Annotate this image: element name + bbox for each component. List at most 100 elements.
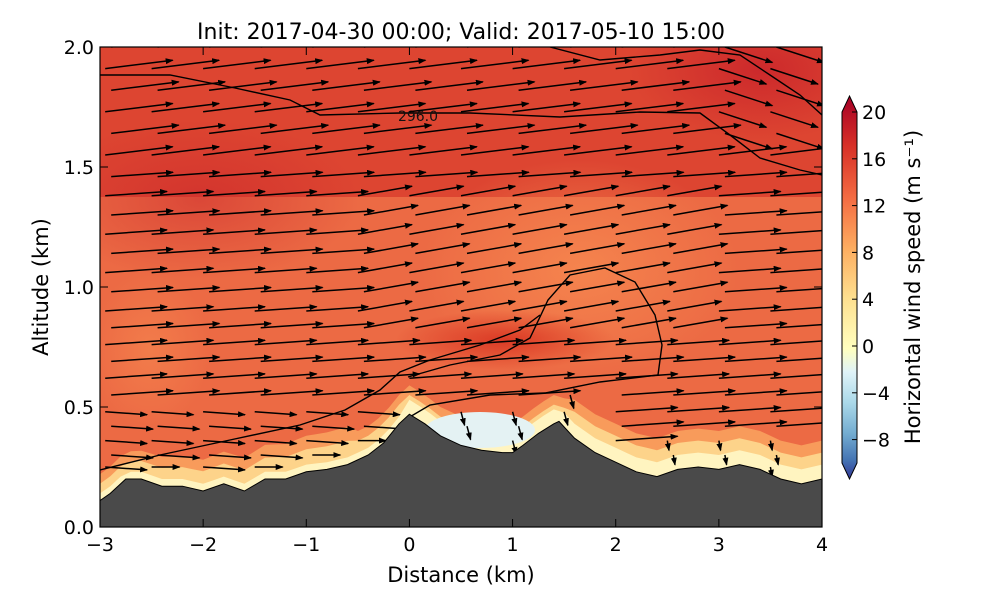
wind-arrow: [673, 242, 729, 255]
wind-speed-reversed-flow: [425, 412, 535, 448]
wind-arrow: [518, 79, 588, 91]
wind-arrow: [564, 101, 633, 113]
theta-contour-lower: [100, 314, 541, 471]
wind-arrow: [254, 439, 298, 447]
wind-arrow: [209, 246, 272, 255]
wind-arrow: [673, 354, 737, 363]
wind-arrow: [260, 169, 324, 178]
wind-arrow: [157, 122, 227, 135]
wind-arrow: [770, 67, 819, 85]
terrain: [100, 413, 822, 527]
wind-speed-upper-left: [100, 120, 360, 280]
wind-arrow: [615, 337, 679, 346]
wind-arrow: [111, 388, 174, 396]
wind-arrow: [157, 354, 221, 363]
wind-arrow: [724, 419, 788, 427]
wind-arrow: [254, 304, 318, 312]
wind-arrow: [260, 388, 324, 396]
x-tick-label: 3: [713, 534, 725, 556]
wind-arrow: [209, 284, 272, 293]
wind-arrow: [776, 249, 822, 255]
wind-arrow: [312, 246, 376, 255]
wind-arrow: [570, 354, 633, 363]
wind-arrow: [722, 454, 729, 466]
wind-arrow: [718, 265, 782, 274]
wind-arrow: [770, 111, 819, 129]
wind-arrow: [357, 184, 413, 197]
wind-arrow: [157, 454, 201, 461]
wind-arrow: [260, 284, 324, 293]
colorbar-tick-label: −4: [862, 383, 890, 405]
wind-arrow: [621, 122, 691, 135]
wind-arrow: [518, 242, 574, 255]
colorbar: 20 16 12 8 4 0 −4 −8 Horizontal wind speed (m s…: [841, 94, 925, 481]
wind-arrow: [111, 169, 174, 178]
wind-arrow: [512, 371, 576, 379]
wind-arrow: [569, 280, 626, 293]
wind-arrow: [312, 284, 376, 293]
wind-arrow: [415, 388, 479, 396]
wind-arrow: [157, 320, 221, 329]
wind-arrow: [111, 354, 174, 363]
x-tick-label: −3: [86, 534, 114, 556]
wind-arrow: [673, 316, 729, 329]
wind-arrow: [357, 371, 421, 379]
wind-arrow: [518, 354, 582, 363]
wind-arrow: [111, 122, 180, 135]
wind-arrow: [724, 320, 788, 329]
wind-arrow: [615, 58, 685, 70]
x-tick-label: 4: [816, 534, 828, 556]
colorbar-gradient: [841, 94, 858, 481]
wind-arrow: [569, 203, 626, 216]
wind-arrow: [415, 79, 484, 91]
wind-arrow: [363, 388, 427, 396]
x-axis-label: Distance (km): [387, 563, 535, 587]
wind-arrow: [466, 79, 536, 91]
wind-arrow: [466, 280, 523, 293]
y-axis-label: Altitude (km): [29, 218, 53, 356]
wind-arrow: [254, 101, 324, 113]
wind-arrow: [460, 184, 517, 197]
wind-arrow: [105, 371, 168, 379]
wind-arrow: [151, 411, 195, 418]
wind-arrow: [409, 337, 473, 346]
x-tick-label: 1: [507, 534, 519, 556]
wind-arrow: [460, 371, 524, 379]
wind-arrow: [667, 184, 723, 197]
wind-arrow: [151, 371, 215, 379]
wind-arrow: [203, 188, 266, 197]
wind-arrow: [718, 188, 782, 197]
wind-arrow: [563, 222, 620, 235]
wind-arrow: [105, 411, 149, 418]
wind-arrow: [724, 47, 774, 64]
wind-arrow: [512, 184, 568, 197]
wind-arrow: [773, 454, 780, 466]
wind-arrow: [615, 144, 685, 156]
wind-arrow: [203, 439, 246, 447]
x-axis: −3 −2 −1 0 1 2 3 4: [86, 47, 828, 556]
wind-arrow: [776, 391, 822, 396]
y-tick-label: 0.0: [64, 517, 94, 539]
wind-arrow: [615, 261, 671, 274]
wind-arrow: [306, 58, 375, 70]
wind-arrow: [203, 371, 266, 379]
wind-arrow: [105, 439, 149, 447]
wind-arrow: [673, 419, 737, 427]
wind-arrow: [621, 388, 685, 396]
wind-arrow: [621, 79, 691, 91]
wind-arrow: [254, 337, 318, 346]
wind-arrow: [667, 222, 723, 235]
wind-arrow: [157, 169, 221, 178]
wind-arrow: [670, 454, 677, 466]
wind-arrow: [105, 101, 174, 113]
wind-arrow: [157, 284, 221, 293]
wind-arrow: [673, 388, 737, 396]
colorbar-tick-label: 20: [862, 102, 886, 124]
wind-arrow: [105, 337, 168, 346]
wind-arrow: [664, 440, 671, 452]
wind-arrow: [157, 208, 221, 216]
x-tick-label: 0: [403, 534, 415, 556]
wind-arrow: [776, 47, 822, 64]
wind-arrow: [460, 222, 517, 235]
wind-arrow: [415, 203, 471, 216]
